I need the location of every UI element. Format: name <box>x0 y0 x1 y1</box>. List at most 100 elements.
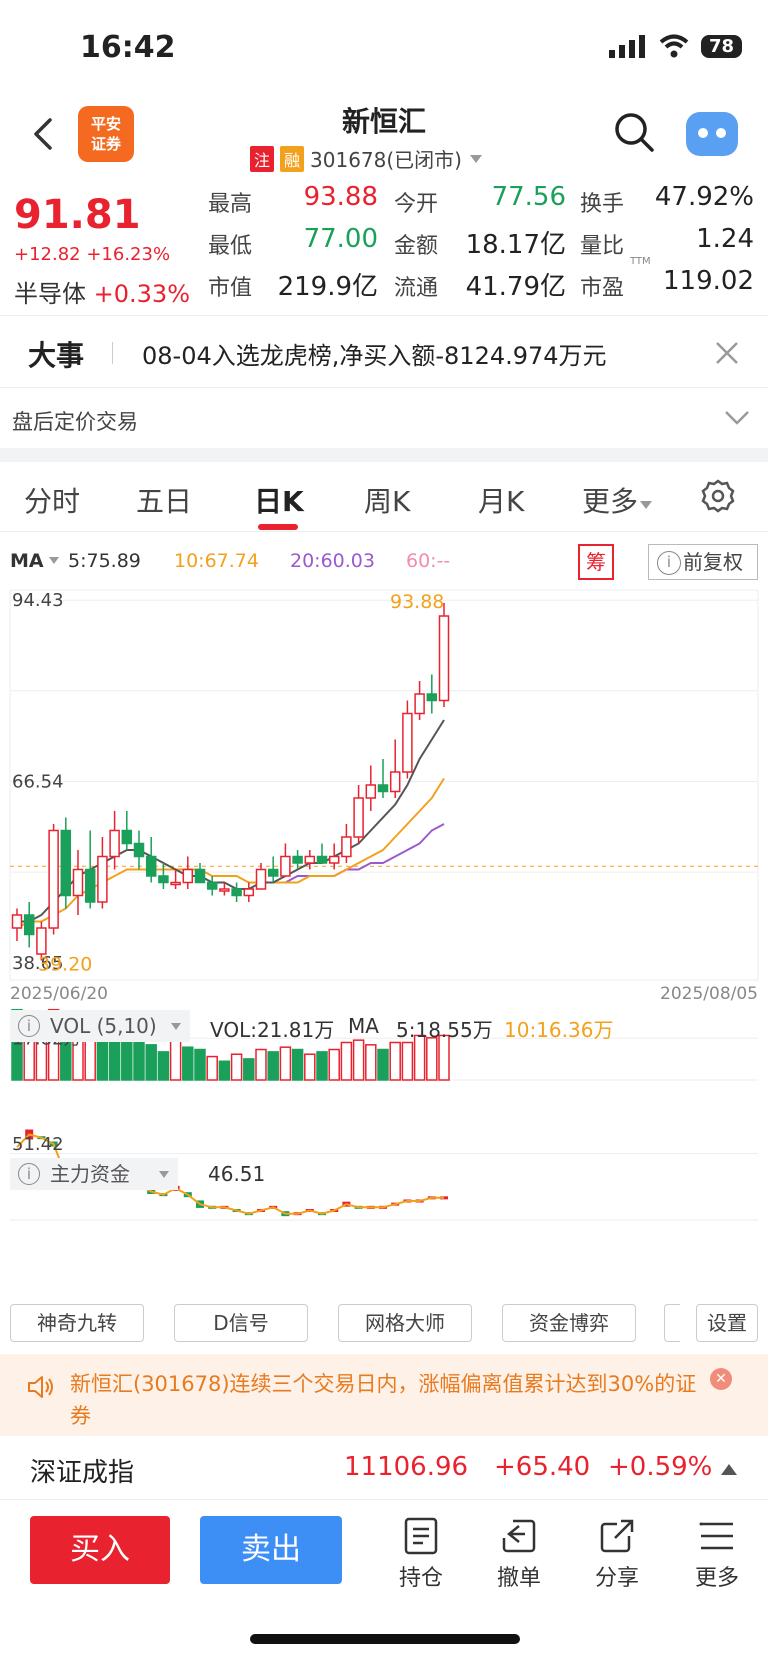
quote-value-high: 93.88 <box>303 182 378 212</box>
stock-code-status: 301678(已闭市) <box>310 148 462 172</box>
indicator-fund-game[interactable]: 资金博弈 <box>502 1304 636 1342</box>
section-gap <box>0 448 768 462</box>
close-icon[interactable] <box>714 340 740 366</box>
chip-distribution-button[interactable]: 筹 <box>578 544 614 580</box>
risk-notice[interactable]: 新恒汇(301678)连续三个交易日内，涨幅偏离值累计达到30%的证券 ✕ <box>0 1354 768 1436</box>
after-hours-row[interactable]: 盘后定价交易 <box>0 388 768 448</box>
volume-bar <box>401 1041 414 1081</box>
fund-value: 46.51 <box>208 1162 266 1186</box>
quote-label-volume-ratio: 量比 <box>580 234 625 259</box>
tab-monthly-k[interactable]: 月K <box>478 485 525 518</box>
bottom-action-bar: 买入 卖出 持仓 撤单 分享 更多 <box>0 1500 768 1620</box>
volume-bar <box>438 1034 450 1081</box>
index-value: 11106.96 <box>344 1452 469 1482</box>
ma20-value: 20:60.03 <box>290 550 375 572</box>
tab-more[interactable]: 更多 <box>582 480 654 520</box>
candle-body <box>182 868 194 884</box>
volume-bar <box>194 1048 206 1081</box>
tab-more-label: 更多 <box>582 485 639 518</box>
indicator-partial[interactable] <box>664 1304 680 1342</box>
index-change: +65.40 <box>494 1452 591 1482</box>
ma-label: MA <box>10 550 44 572</box>
tab-weekly-k[interactable]: 周K <box>364 485 411 518</box>
candle-body <box>60 829 72 897</box>
volume-header: i VOL (5,10) VOL:21.81万 MA 5:18.55万 10:1… <box>10 1010 758 1042</box>
quote-label-amount: 金额 <box>394 234 439 259</box>
candle-body <box>145 855 157 877</box>
candle-body <box>219 888 230 892</box>
sector-change[interactable]: 半导体 +0.33% <box>14 274 190 309</box>
volume-ma-label: MA <box>348 1014 379 1038</box>
indicator-buttons: 神奇九转 D信号 网格大师 资金博弈 设置 <box>0 1304 768 1346</box>
home-indicator <box>250 1634 520 1644</box>
quote-panel: 91.81 +12.82 +16.23% 半导体 +0.33% 最高 93.88… <box>0 180 768 316</box>
holdings-icon <box>404 1517 438 1555</box>
adjustment-button[interactable]: 前复权 <box>648 544 758 580</box>
fund-indicator-selector[interactable]: i 主力资金 <box>10 1158 178 1190</box>
close-icon[interactable]: ✕ <box>710 1368 732 1390</box>
more-label: 更多 <box>694 1566 739 1591</box>
notice-text: 新恒汇(301678)连续三个交易日内，涨幅偏离值累计达到30%的证券 <box>70 1372 697 1428</box>
assistant-robot-icon[interactable] <box>686 112 738 156</box>
ma-legend[interactable]: MA 5:75.89 10:67.74 20:60.03 60:-- <box>10 540 760 580</box>
quote-value-pe: 119.02 <box>663 266 754 296</box>
volume-bar <box>169 1037 182 1081</box>
gear-icon[interactable] <box>700 478 736 514</box>
index-ticker[interactable]: 深证成指 11106.96 +65.40 +0.59% <box>0 1436 768 1500</box>
volume-bar <box>365 1044 377 1081</box>
indicator-magic-nine[interactable]: 神奇九转 <box>10 1304 144 1342</box>
volume-indicator-selector[interactable]: i VOL (5,10) <box>10 1010 190 1042</box>
date-axis: 2025/06/20 2025/08/05 <box>10 984 758 1004</box>
quote-label-market-cap: 市值 <box>208 276 253 301</box>
candle-body <box>97 855 108 903</box>
signal-icon <box>608 35 645 58</box>
quote-value-volume-ratio: 1.24 <box>696 224 754 254</box>
candle-body <box>11 914 23 929</box>
after-hours-label: 盘后定价交易 <box>12 410 138 434</box>
cancel-order-button[interactable]: 撤单 <box>484 1516 554 1592</box>
volume-bar <box>145 1044 157 1081</box>
indicator-grid-master[interactable]: 网格大师 <box>338 1304 472 1342</box>
search-icon[interactable] <box>612 110 656 154</box>
tab-intraday[interactable]: 分时 <box>24 485 81 518</box>
buy-button[interactable]: 买入 <box>30 1516 170 1584</box>
fund-indicator-label: 主力资金 <box>50 1162 130 1186</box>
indicator-settings[interactable]: 设置 <box>696 1304 758 1342</box>
volume-bar <box>47 1008 60 1081</box>
event-banner[interactable]: 大事 08-04入选龙虎榜,净买入额-8124.974万元 <box>0 316 768 388</box>
y-axis-label: 66.54 <box>12 771 64 792</box>
stock-code-row[interactable]: 注 融 301678(已闭市) <box>250 144 484 173</box>
event-text: 08-04入选龙虎榜,净买入额-8124.974万元 <box>142 342 607 370</box>
active-tab-indicator <box>258 524 298 530</box>
holdings-button[interactable]: 持仓 <box>386 1516 456 1592</box>
fund-y-label: 51.42 <box>12 1134 64 1155</box>
volume-indicator-label: VOL (5,10) <box>50 1014 157 1038</box>
back-icon[interactable] <box>24 114 64 154</box>
chevron-down-icon[interactable] <box>722 402 752 432</box>
sell-button[interactable]: 卖出 <box>200 1516 342 1584</box>
volume-bar <box>182 1046 194 1081</box>
volume-bar <box>133 1037 145 1081</box>
volume-ma5: 5:18.55万 <box>396 1018 493 1042</box>
index-pct: +0.59% <box>608 1452 713 1482</box>
indicator-d-signal[interactable]: D信号 <box>174 1304 308 1342</box>
broker-logo[interactable]: 平安 证券 <box>78 106 134 162</box>
quote-value-turnover: 47.92% <box>654 182 754 212</box>
share-button[interactable]: 分享 <box>582 1516 652 1592</box>
tab-daily-k[interactable]: 日K <box>254 485 304 518</box>
candle-body <box>23 914 35 936</box>
candle-body <box>109 829 120 858</box>
volume-bar <box>243 1058 255 1081</box>
volume-bar <box>340 1041 353 1081</box>
more-button[interactable]: 更多 <box>682 1516 752 1592</box>
tab-five-day[interactable]: 五日 <box>136 485 193 518</box>
candle-body <box>402 712 413 773</box>
quote-value-amount: 18.17亿 <box>465 230 566 260</box>
volume-bar <box>157 1051 170 1081</box>
quote-label-low: 最低 <box>208 234 253 259</box>
ma10-line <box>16 777 445 929</box>
price-change: +12.82 +16.23% <box>14 244 171 265</box>
last-price: 91.81 <box>14 192 141 238</box>
index-name: 深证成指 <box>30 1458 135 1488</box>
